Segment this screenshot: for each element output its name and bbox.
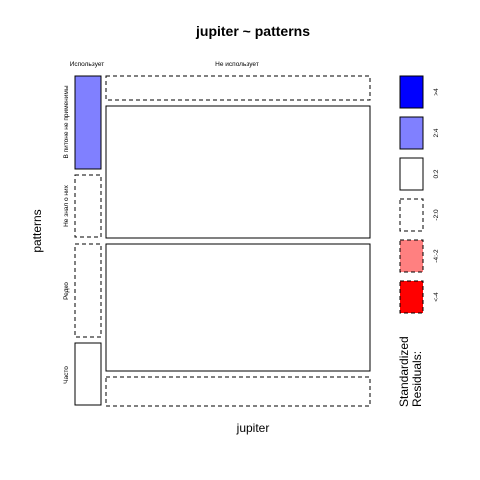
mosaic-tile-6 [74, 342, 102, 406]
col-label-not-uses: Не использует [215, 61, 259, 68]
mosaic-cells [74, 75, 371, 407]
mosaic-tile-7 [105, 376, 371, 407]
legend-label-0: >4 [433, 88, 440, 96]
legend-swatch-4 [399, 239, 424, 273]
x-axis-label: jupiter [236, 421, 270, 435]
legend-swatch-3 [399, 198, 424, 232]
mosaic-tile-1 [105, 75, 371, 101]
mosaic-tile-4 [74, 243, 102, 338]
mosaic-tile-0 [74, 75, 102, 170]
legend-swatch-1 [399, 116, 424, 150]
legend-swatch-0 [399, 75, 424, 109]
legend-swatch-5 [399, 280, 424, 314]
row-label-didnt-know: Не знал о них [63, 184, 70, 227]
legend-title-line1: Standardized [397, 336, 411, 407]
legend-swatch-2 [399, 157, 424, 191]
row-label-rarely: Редко [63, 282, 70, 300]
legend-label-1: 2:4 [433, 128, 440, 137]
row-label-often: Часто [63, 366, 70, 384]
legend-label-2: 0:2 [433, 169, 440, 178]
legend-label-4: -4:-2 [433, 249, 440, 263]
row-label-not-applicable: В питоне не применимы [63, 85, 70, 158]
legend-label-5: <-4 [433, 292, 440, 302]
chart-title: jupiter ~ patterns [195, 23, 310, 39]
legend-title-line2: Residuals: [410, 351, 424, 407]
mosaic-tile-2 [74, 174, 102, 238]
mosaic-tile-3 [105, 105, 371, 239]
col-label-uses: Использует [70, 61, 105, 68]
mosaic-tile-5 [105, 243, 371, 372]
legend-label-3: -2:0 [433, 209, 440, 221]
legend: >4 2:4 0:2 -2:0 -4:-2 <-4 [399, 75, 440, 314]
y-axis-label: patterns [30, 209, 44, 252]
